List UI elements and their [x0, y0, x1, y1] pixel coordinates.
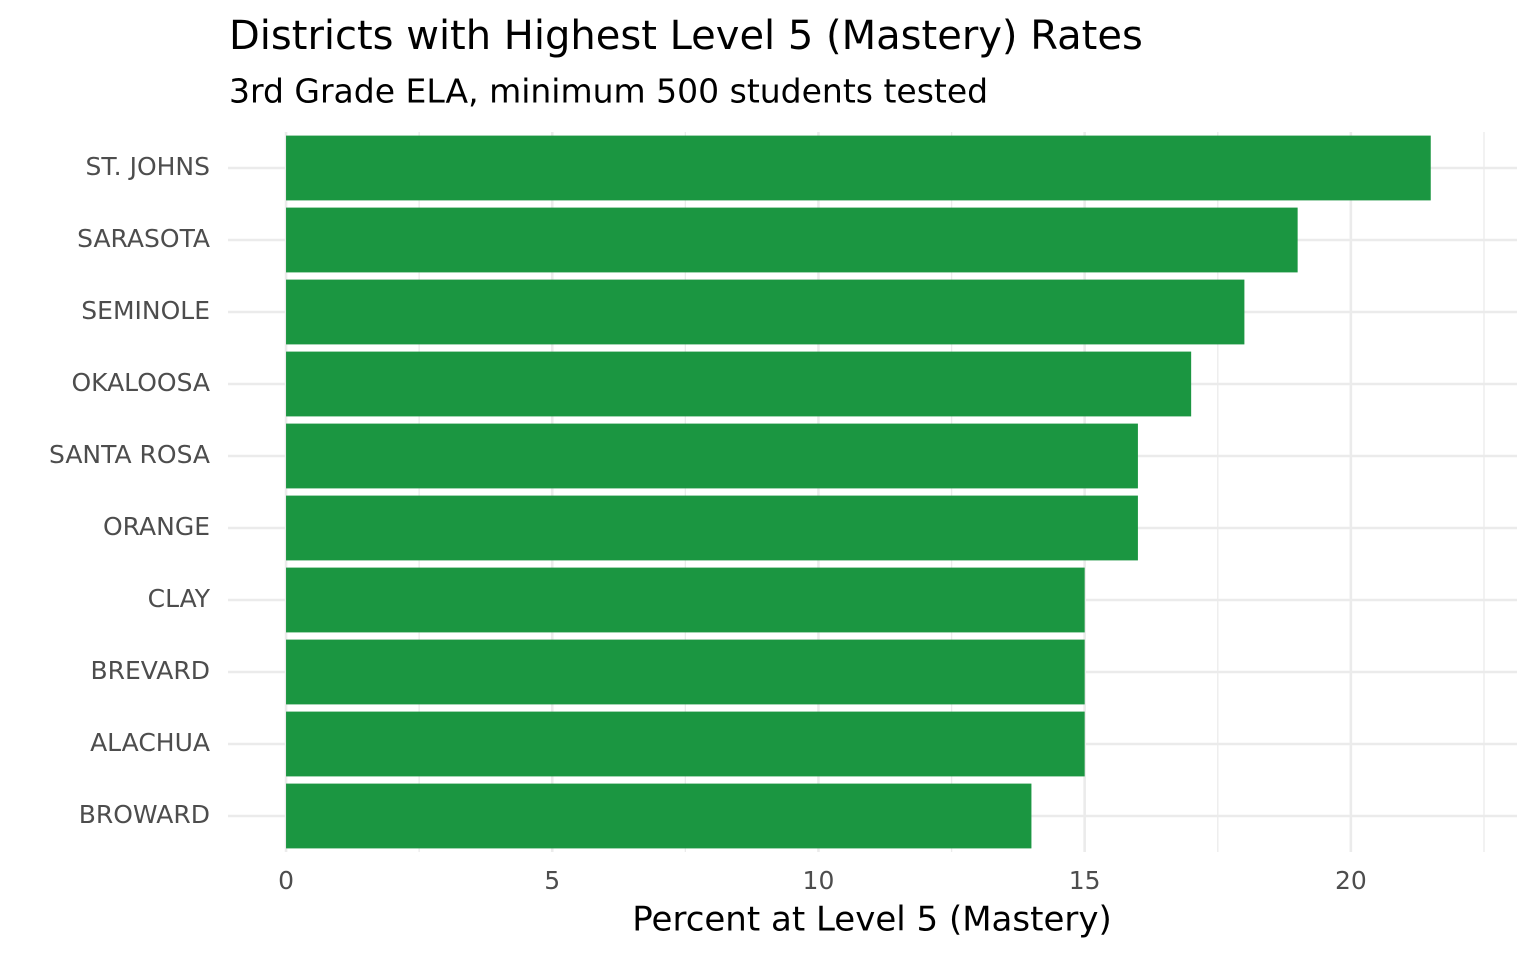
x-tick-label: 15 [1069, 866, 1101, 895]
x-tick-label: 0 [278, 866, 294, 895]
y-tick-label: SANTA ROSA [49, 440, 210, 469]
bar [286, 423, 1138, 489]
bar [286, 351, 1192, 417]
y-tick-label: OKALOOSA [71, 368, 210, 397]
bar [286, 135, 1431, 201]
y-tick-label: SEMINOLE [81, 296, 210, 325]
chart-subtitle: 3rd Grade ELA, minimum 500 students test… [229, 72, 988, 111]
y-tick-label: ST. JOHNS [86, 152, 211, 181]
bar [286, 207, 1298, 273]
y-tick-label: SARASOTA [77, 224, 210, 253]
y-tick-label: CLAY [148, 584, 211, 613]
y-tick-label: ORANGE [103, 512, 210, 541]
x-tick-label: 20 [1335, 866, 1367, 895]
x-axis-title: Percent at Level 5 (Mastery) [632, 900, 1111, 940]
y-tick-label: ALACHUA [90, 728, 210, 757]
bar [286, 711, 1085, 777]
bar [286, 495, 1138, 561]
bar [286, 279, 1245, 345]
x-tick-label: 5 [544, 866, 560, 895]
bar [286, 567, 1085, 633]
y-tick-label: BREVARD [90, 656, 210, 685]
y-tick-label: BROWARD [79, 800, 210, 829]
x-tick-label: 10 [803, 866, 835, 895]
bar [286, 639, 1085, 705]
bar [286, 783, 1032, 849]
chart-title: Districts with Highest Level 5 (Mastery)… [229, 13, 1143, 59]
